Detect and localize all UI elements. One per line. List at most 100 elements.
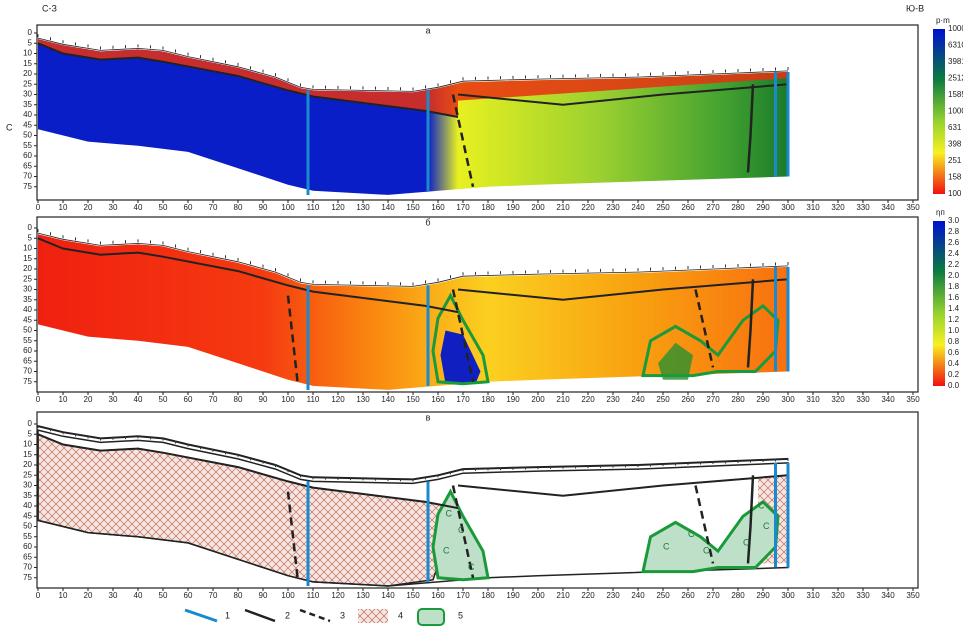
y-tick-label: 70 xyxy=(23,367,32,376)
x-tick-label: 40 xyxy=(134,395,143,404)
legend-label: 4 xyxy=(398,610,403,620)
y-tick-label: 70 xyxy=(23,172,32,181)
symbol: С xyxy=(443,545,450,555)
colorbar-unit: р·m xyxy=(936,16,950,25)
x-tick-label: 120 xyxy=(331,203,345,212)
symbol: С xyxy=(458,525,465,535)
x-tick-label: 50 xyxy=(159,591,168,600)
y-tick-label: 35 xyxy=(23,295,32,304)
legend-icon xyxy=(244,608,276,623)
boundary xyxy=(457,278,789,301)
x-tick-label: 160 xyxy=(431,203,445,212)
y-tick-label: 55 xyxy=(23,532,32,541)
colorbar-label: 2.8 xyxy=(948,227,960,236)
x-tick-label: 120 xyxy=(331,591,345,600)
x-tick-label: 200 xyxy=(531,203,545,212)
x-tick-label: 200 xyxy=(531,591,545,600)
colorbar-label: 1585 xyxy=(948,90,963,99)
x-tick-label: 10 xyxy=(59,591,68,600)
x-tick-label: 180 xyxy=(481,203,495,212)
y-tick-label: 10 xyxy=(23,49,32,58)
contour xyxy=(431,488,490,582)
x-tick-label: 250 xyxy=(656,591,670,600)
x-tick-label: 0 xyxy=(36,591,41,600)
y-tick-label: 35 xyxy=(23,100,32,109)
x-tick-label: 60 xyxy=(184,591,193,600)
y-tick-label: 75 xyxy=(23,377,32,386)
x-tick-label: 80 xyxy=(234,591,243,600)
x-tick-label: 270 xyxy=(706,395,720,404)
y-tick-label: 0 xyxy=(28,28,33,37)
x-tick-label: 260 xyxy=(681,591,695,600)
x-tick-label: 60 xyxy=(184,203,193,212)
x-tick-label: 280 xyxy=(731,591,745,600)
x-tick-label: 300 xyxy=(781,395,795,404)
fault xyxy=(746,279,755,368)
x-tick-label: 350 xyxy=(906,591,920,600)
legend-label: 3 xyxy=(340,610,345,620)
fault-dashed xyxy=(286,491,300,583)
x-tick-label: 150 xyxy=(406,203,420,212)
x-tick-label: 150 xyxy=(406,395,420,404)
boundary xyxy=(37,232,789,287)
y-tick-label: 45 xyxy=(23,511,32,520)
x-tick-label: 170 xyxy=(456,591,470,600)
y-tick-label: 30 xyxy=(23,481,32,490)
boundary xyxy=(37,237,459,314)
colorbar-label: 6310 xyxy=(948,41,963,50)
x-tick-label: 70 xyxy=(209,203,218,212)
y-tick-label: 20 xyxy=(23,460,32,469)
legend-icon xyxy=(299,608,331,623)
x-tick-label: 50 xyxy=(159,203,168,212)
colorbar-label: 398 xyxy=(948,140,962,149)
x-tick-label: 10 xyxy=(59,395,68,404)
x-tick-label: 70 xyxy=(209,395,218,404)
y-tick-label: 10 xyxy=(23,244,32,253)
y-tick-label: 45 xyxy=(23,120,32,129)
y-tick-label: 65 xyxy=(23,552,32,561)
fault-dashed xyxy=(694,485,715,564)
fault-dashed xyxy=(286,295,300,387)
y-tick-label: 25 xyxy=(23,79,32,88)
x-tick-label: 100 xyxy=(281,591,295,600)
x-tick-label: 310 xyxy=(806,395,820,404)
colorbar-label: 100 xyxy=(948,189,962,198)
colorbar xyxy=(933,221,945,386)
x-tick-label: 130 xyxy=(356,591,370,600)
x-tick-label: 180 xyxy=(481,591,495,600)
mid-anomaly xyxy=(658,342,693,380)
x-tick-label: 40 xyxy=(134,591,143,600)
x-tick-label: 170 xyxy=(456,395,470,404)
colorbar-label: 0.8 xyxy=(948,337,960,346)
x-tick-label: 180 xyxy=(481,395,495,404)
colorbar-label: 0.6 xyxy=(948,348,960,357)
x-tick-label: 110 xyxy=(307,395,320,404)
x-tick-label: 100 xyxy=(281,203,295,212)
x-tick-label: 320 xyxy=(831,203,845,212)
symbol: С xyxy=(446,509,453,519)
y-tick-label: 30 xyxy=(23,285,32,294)
y-tick-label: 40 xyxy=(23,305,32,314)
fault xyxy=(746,84,755,173)
x-tick-label: 0 xyxy=(36,395,41,404)
y-tick-label: 65 xyxy=(23,356,32,365)
fault-dashed xyxy=(451,485,475,579)
symbol: С xyxy=(758,500,765,510)
y-tick-label: 75 xyxy=(23,182,32,191)
y-tick-label: 60 xyxy=(23,542,32,551)
x-tick-label: 280 xyxy=(731,395,745,404)
y-tick-label: 50 xyxy=(23,326,32,335)
boundary xyxy=(37,433,459,510)
x-tick-label: 0 xyxy=(36,203,41,212)
x-tick-label: 110 xyxy=(307,203,320,212)
boundary xyxy=(37,37,789,92)
x-tick-label: 220 xyxy=(581,591,595,600)
x-tick-label: 300 xyxy=(781,591,795,600)
x-tick-label: 10 xyxy=(59,203,68,212)
y-tick-label: 60 xyxy=(23,346,32,355)
colorbar-label: 3981 xyxy=(948,57,963,66)
x-tick-label: 90 xyxy=(259,203,268,212)
colorbar-label: 251 xyxy=(948,156,962,165)
y-tick-label: 70 xyxy=(23,563,32,572)
x-tick-label: 90 xyxy=(259,591,268,600)
